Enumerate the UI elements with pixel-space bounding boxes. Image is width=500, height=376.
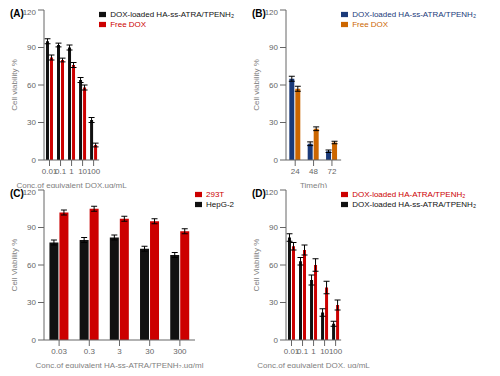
svg-text:120: 120 — [23, 8, 37, 17]
html-text:HepG-2: HepG-2 — [206, 200, 234, 209]
svg-text:24: 24 — [291, 167, 300, 176]
html-text:(A): (A) — [10, 8, 24, 19]
svg-text:300: 300 — [173, 347, 187, 356]
svg-text:60: 60 — [269, 81, 278, 90]
svg-text:0.01: 0.01 — [283, 346, 300, 356]
svg-text:Cell Viability %: Cell Viability % — [10, 239, 19, 292]
svg-text:0.03: 0.03 — [51, 347, 67, 356]
svg-text:0.1: 0.1 — [297, 347, 309, 356]
html-text:(D): (D) — [252, 188, 266, 199]
svg-text:120: 120 — [265, 188, 279, 197]
svg-text:Time(h): Time(h) — [300, 181, 328, 188]
svg-text:3: 3 — [117, 347, 122, 356]
svg-text:1: 1 — [69, 167, 74, 176]
svg-text:120: 120 — [265, 8, 279, 17]
html-text:Free DOX: Free DOX — [352, 20, 389, 29]
svg-text:Cell viability %: Cell viability % — [10, 59, 19, 111]
svg-text:10: 10 — [320, 346, 329, 356]
svg-text:Conc.of equivalent HA-ss-ATRA/: Conc.of equivalent HA-ss-ATRA/TPENH₂.ug/… — [36, 361, 204, 368]
svg-text:0: 0 — [274, 336, 279, 345]
svg-text:Cell Viability %: Cell Viability % — [252, 239, 261, 292]
svg-text:1: 1 — [311, 347, 316, 356]
html-text:DOX-loaded HA-ss-ATRA/TPENH₂: DOX-loaded HA-ss-ATRA/TPENH₂ — [110, 10, 234, 19]
html-text:(B): (B) — [252, 8, 266, 19]
svg-text:60: 60 — [269, 261, 278, 270]
svg-text:120: 120 — [23, 188, 37, 197]
svg-text:100: 100 — [87, 167, 101, 176]
svg-text:90: 90 — [269, 43, 278, 52]
svg-text:60: 60 — [27, 261, 36, 270]
svg-text:0.01: 0.01 — [41, 166, 58, 176]
html-text:293T: 293T — [206, 190, 225, 199]
svg-text:30: 30 — [269, 118, 278, 127]
svg-text:90: 90 — [27, 223, 36, 232]
svg-text:48: 48 — [309, 167, 318, 176]
html-text:DOX-loaded HA-ATRA/TPENH₂: DOX-loaded HA-ATRA/TPENH₂ — [352, 190, 466, 199]
html-text:Free DOX: Free DOX — [110, 20, 147, 29]
html-text:(C): (C) — [10, 188, 24, 199]
svg-text:Cell viability %: Cell viability % — [252, 59, 261, 111]
svg-text:30: 30 — [27, 118, 36, 127]
svg-text:60: 60 — [27, 81, 36, 90]
svg-text:100: 100 — [329, 347, 343, 356]
svg-text:30: 30 — [269, 298, 278, 307]
svg-text:30: 30 — [27, 298, 36, 307]
html-text:DOX-loaded HA-ss-ATRA/TPENH₂: DOX-loaded HA-ss-ATRA/TPENH₂ — [352, 10, 476, 19]
svg-text:30: 30 — [145, 347, 154, 356]
svg-text:90: 90 — [269, 223, 278, 232]
svg-text:90: 90 — [27, 43, 36, 52]
svg-text:0.3: 0.3 — [84, 347, 96, 356]
svg-text:0.1: 0.1 — [55, 167, 67, 176]
svg-text:0: 0 — [32, 156, 37, 165]
svg-text:72: 72 — [327, 167, 336, 176]
html-text:DOX-loaded HA-ss-ATRA/TPENH₂: DOX-loaded HA-ss-ATRA/TPENH₂ — [352, 200, 476, 209]
svg-text:0: 0 — [274, 156, 279, 165]
svg-text:Conc.of equivalent DOX.ug/mL: Conc.of equivalent DOX.ug/mL — [16, 181, 127, 188]
svg-text:0: 0 — [32, 336, 37, 345]
svg-text:10: 10 — [78, 166, 87, 176]
svg-text:Conc.of equivalent DOX. ug/mL: Conc.of equivalent DOX. ug/mL — [257, 361, 370, 368]
